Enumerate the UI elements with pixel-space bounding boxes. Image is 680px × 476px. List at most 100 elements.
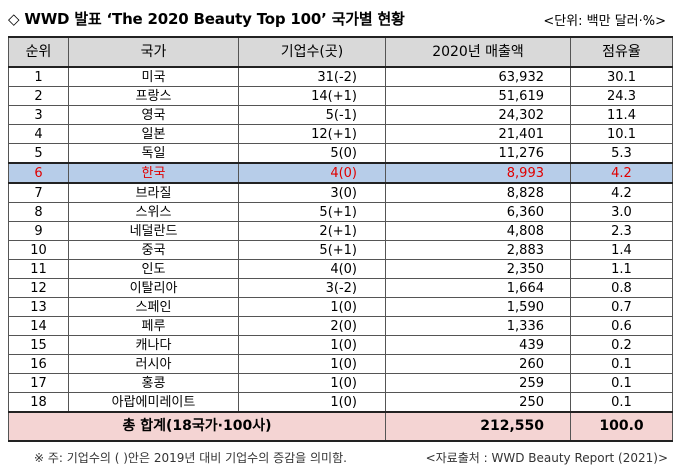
country-cell: 아랍에미레이트 (68, 392, 239, 413)
companies-cell: 5(+1) (238, 240, 386, 260)
table-row: 1 미국 31(-2) 63,932 30.1 (8, 66, 673, 87)
companies-cell: 1(0) (238, 373, 386, 393)
rank-cell: 6 (8, 162, 69, 184)
sales-cell: 24,302 (385, 105, 571, 125)
companies-cell: 1(0) (238, 354, 386, 374)
share-cell: 2.3 (570, 221, 673, 241)
sales-cell: 8,993 (385, 162, 571, 184)
share-cell: 0.2 (570, 335, 673, 355)
companies-cell: 5(-1) (238, 105, 386, 125)
rank-cell: 5 (8, 143, 69, 164)
rank-cell: 9 (8, 221, 69, 241)
rank-cell: 15 (8, 335, 69, 355)
country-ranking-table: 순위 국가 기업수(곳) 2020년 매출액 점유율 1 미국 31(-2) 63,9… (8, 36, 673, 442)
rank-cell: 2 (8, 86, 69, 106)
country-cell: 일본 (68, 124, 239, 144)
table-row: 16 러시아 1(0) 260 0.1 (8, 354, 673, 374)
share-cell: 3.0 (570, 202, 673, 222)
sales-cell: 439 (385, 335, 571, 355)
sales-cell: 2,350 (385, 259, 571, 279)
sales-cell: 250 (385, 392, 571, 413)
companies-cell: 31(-2) (238, 66, 386, 87)
rank-cell: 7 (8, 182, 69, 203)
sales-cell: 260 (385, 354, 571, 374)
share-cell: 11.4 (570, 105, 673, 125)
rank-cell: 18 (8, 392, 69, 413)
title-row: ◇ WWD 발표 ‘The 2020 Beauty Top 100’ 국가별 현… (8, 8, 672, 30)
sales-cell: 63,932 (385, 66, 571, 87)
share-cell: 10.1 (570, 124, 673, 144)
companies-cell: 5(0) (238, 143, 386, 164)
companies-cell: 3(-2) (238, 278, 386, 298)
share-cell: 0.1 (570, 373, 673, 393)
table-row: 3 영국 5(-1) 24,302 11.4 (8, 105, 673, 125)
country-cell: 캐나다 (68, 335, 239, 355)
rank-cell: 14 (8, 316, 69, 336)
total-label: 총 합계(18국가·100사) (8, 411, 386, 442)
sales-cell: 8,828 (385, 182, 571, 203)
table-row: 12 이탈리아 3(-2) 1,664 0.8 (8, 278, 673, 298)
table-row: 2 프랑스 14(+1) 51,619 24.3 (8, 86, 673, 106)
country-cell: 스위스 (68, 202, 239, 222)
table-row: 4 일본 12(+1) 21,401 10.1 (8, 124, 673, 144)
table-row: 13 스페인 1(0) 1,590 0.7 (8, 297, 673, 317)
sales-cell: 1,590 (385, 297, 571, 317)
country-cell: 중국 (68, 240, 239, 260)
companies-cell: 5(+1) (238, 202, 386, 222)
footnote-source: <자료출처 : WWD Beauty Report (2021)> (425, 451, 668, 465)
rank-cell: 1 (8, 66, 69, 87)
share-cell: 0.1 (570, 354, 673, 374)
country-cell: 러시아 (68, 354, 239, 374)
footnote-note: ※ 주: 기업수의 ( )안은 2019년 대비 기업수의 증감을 의미함. (34, 451, 347, 465)
sales-cell: 51,619 (385, 86, 571, 106)
table-row: 6 한국 4(0) 8,993 4.2 (8, 162, 673, 184)
share-cell: 5.3 (570, 143, 673, 164)
share-cell: 0.6 (570, 316, 673, 336)
country-cell: 프랑스 (68, 86, 239, 106)
total-row: 총 합계(18국가·100사) 212,550 100.0 (8, 411, 673, 442)
table-row: 15 캐나다 1(0) 439 0.2 (8, 335, 673, 355)
companies-cell: 2(+1) (238, 221, 386, 241)
share-cell: 1.1 (570, 259, 673, 279)
page-title: ◇ WWD 발표 ‘The 2020 Beauty Top 100’ 국가별 현… (8, 10, 405, 28)
country-cell: 인도 (68, 259, 239, 279)
table-header-row: 순위 국가 기업수(곳) 2020년 매출액 점유율 (8, 36, 673, 68)
table-row: 8 스위스 5(+1) 6,360 3.0 (8, 202, 673, 222)
rank-cell: 10 (8, 240, 69, 260)
country-cell: 네덜란드 (68, 221, 239, 241)
share-cell: 1.4 (570, 240, 673, 260)
sales-cell: 2,883 (385, 240, 571, 260)
share-cell: 24.3 (570, 86, 673, 106)
country-cell: 독일 (68, 143, 239, 164)
share-cell: 4.2 (570, 162, 673, 184)
country-cell: 스페인 (68, 297, 239, 317)
country-cell: 브라질 (68, 182, 239, 203)
sales-cell: 6,360 (385, 202, 571, 222)
country-cell: 한국 (68, 162, 239, 184)
total-sales: 212,550 (385, 411, 571, 442)
country-cell: 미국 (68, 66, 239, 87)
header-share: 점유율 (570, 36, 673, 68)
sales-cell: 21,401 (385, 124, 571, 144)
country-cell: 페루 (68, 316, 239, 336)
table-row: 17 홍콩 1(0) 259 0.1 (8, 373, 673, 393)
country-cell: 홍콩 (68, 373, 239, 393)
header-country: 국가 (68, 36, 239, 68)
header-sales: 2020년 매출액 (385, 36, 571, 68)
share-cell: 0.8 (570, 278, 673, 298)
companies-cell: 2(0) (238, 316, 386, 336)
companies-cell: 12(+1) (238, 124, 386, 144)
total-share: 100.0 (570, 411, 673, 442)
companies-cell: 1(0) (238, 297, 386, 317)
table-row: 14 페루 2(0) 1,336 0.6 (8, 316, 673, 336)
rank-cell: 13 (8, 297, 69, 317)
sales-cell: 259 (385, 373, 571, 393)
table-row: 11 인도 4(0) 2,350 1.1 (8, 259, 673, 279)
country-cell: 이탈리아 (68, 278, 239, 298)
companies-cell: 4(0) (238, 162, 386, 184)
rank-cell: 12 (8, 278, 69, 298)
rank-cell: 8 (8, 202, 69, 222)
unit-note: <단위: 백만 달러·%> (543, 14, 666, 29)
sales-cell: 1,336 (385, 316, 571, 336)
table-row: 18 아랍에미레이트 1(0) 250 0.1 (8, 392, 673, 413)
